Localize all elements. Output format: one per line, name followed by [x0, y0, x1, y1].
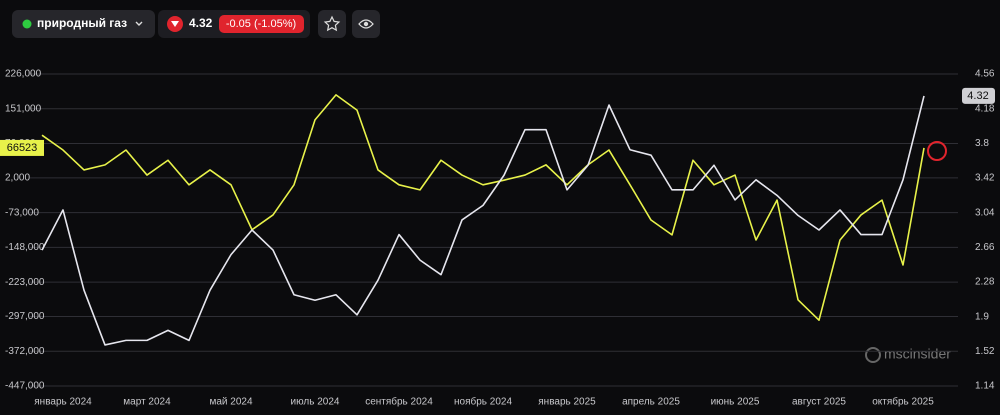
x-tick-label: январь 2025 [538, 397, 596, 408]
x-tick-label: январь 2024 [34, 397, 92, 408]
x-tick-label: сентябрь 2024 [365, 396, 433, 408]
y-tick-label: -223,000 [5, 277, 45, 288]
x-tick-label: октябрь 2025 [872, 396, 934, 408]
chevron [135, 21, 143, 26]
instrument-name: природный газ [37, 16, 127, 30]
y2-tick-label: 2.66 [975, 242, 995, 253]
instrument-pill[interactable] [12, 10, 155, 38]
last-price-box [962, 87, 995, 104]
y2-tick-label: 1.14 [975, 381, 995, 392]
x-tick-label: ноябрь 2024 [454, 396, 512, 408]
x-tick-label: май 2024 [209, 397, 252, 408]
down-arrow [171, 21, 179, 27]
x-tick-label: август 2025 [792, 397, 846, 408]
header-price: 4.32 [189, 16, 213, 30]
status-dot [22, 19, 32, 29]
y2-tick-label: 1.52 [975, 346, 995, 357]
header-change: -0.05 (-1.05%) [226, 18, 296, 30]
watermark: mscinsider [884, 346, 951, 362]
y-tick-label: 226,000 [5, 69, 42, 80]
eye-icon [358, 19, 374, 29]
last-price-label: 4.32 [967, 90, 988, 102]
last-value-label: 66523 [7, 142, 38, 154]
x-tick-label: апрель 2025 [622, 397, 680, 408]
highlight-circle [927, 141, 947, 161]
logo-icon [865, 347, 881, 363]
y2-tick-label: 2.28 [975, 277, 995, 288]
y-tick-label: -297,000 [5, 311, 45, 322]
x-tick-label: март 2024 [123, 397, 171, 408]
y2-tick-label: 3.8 [975, 138, 989, 149]
y2-tick-label: 4.56 [975, 69, 995, 80]
y-tick-label: -447,000 [5, 381, 45, 392]
series-line [41, 95, 925, 346]
eye-pupil [363, 21, 369, 27]
y2-tick-label: 1.9 [975, 311, 989, 322]
star-icon [323, 15, 341, 32]
series-line [41, 94, 925, 321]
change-badge [219, 15, 304, 33]
y-tick-label: -372,000 [5, 346, 45, 357]
y2-tick-label: 4.18 [975, 103, 995, 114]
y-tick-label: -148,000 [5, 242, 45, 253]
y2-tick-label: 3.04 [975, 207, 995, 218]
star-button[interactable] [318, 10, 346, 38]
y-tick-label: -73,000 [5, 207, 39, 218]
y-tick-label: 151,000 [5, 103, 42, 114]
x-tick-label: июнь 2025 [711, 397, 760, 408]
x-tick-label: июль 2024 [291, 397, 340, 408]
y2-tick-label: 3.42 [975, 173, 995, 184]
last-value-box [0, 139, 44, 156]
y-tick-label: 2,000 [5, 172, 30, 183]
